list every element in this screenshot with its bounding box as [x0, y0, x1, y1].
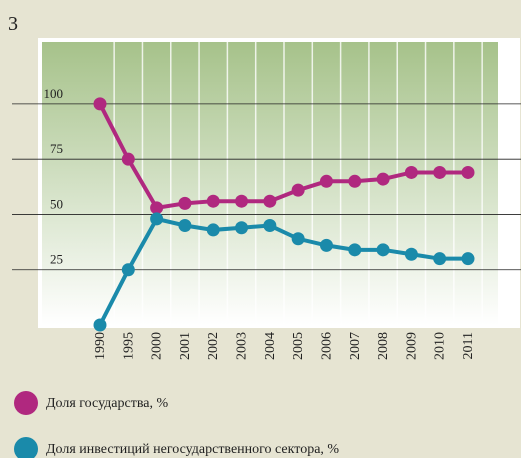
legend-swatch — [14, 391, 38, 415]
x-tick-label: 2007 — [348, 332, 363, 360]
data-point — [461, 252, 475, 266]
legend-label: Доля государства, % — [46, 396, 168, 411]
data-point — [291, 232, 305, 246]
data-point — [404, 247, 418, 261]
data-point — [235, 194, 249, 208]
data-point — [150, 212, 164, 226]
data-point — [206, 223, 220, 237]
x-tick-label: 2011 — [461, 332, 476, 359]
data-point — [348, 243, 362, 257]
x-tick-label: 2004 — [263, 332, 278, 360]
plot-area — [42, 42, 498, 325]
x-tick-label: 2001 — [178, 332, 193, 360]
data-point — [461, 165, 475, 179]
x-tick-label: 2002 — [206, 332, 221, 360]
x-tick-label: 2005 — [291, 332, 306, 360]
data-point — [121, 263, 135, 277]
y-tick-label: 50 — [50, 196, 63, 211]
data-point — [263, 194, 277, 208]
data-point — [433, 165, 447, 179]
x-tick-label: 1990 — [93, 332, 108, 360]
x-tick-label: 2009 — [404, 332, 419, 360]
data-point — [235, 221, 249, 235]
data-point — [178, 219, 192, 233]
legend-label: Доля инвестиций негосударственного секто… — [46, 442, 339, 457]
data-point — [263, 219, 277, 233]
x-tick-label: 2000 — [150, 332, 165, 360]
data-point — [178, 196, 192, 210]
x-tick-label: 1995 — [121, 332, 136, 360]
y-tick-label: 75 — [50, 141, 63, 156]
data-point — [319, 238, 333, 252]
data-point — [93, 97, 107, 111]
x-tick-label: 2008 — [376, 332, 391, 360]
legend-swatch — [14, 437, 38, 458]
x-tick-label: 2010 — [433, 332, 448, 360]
y-tick-label: 25 — [50, 252, 63, 267]
data-point — [121, 152, 135, 166]
x-tick-label: 2003 — [235, 332, 250, 360]
y-tick-label: 100 — [44, 86, 64, 101]
data-point — [376, 243, 390, 257]
data-point — [376, 172, 390, 186]
data-point — [404, 165, 418, 179]
x-tick-label: 2006 — [319, 332, 334, 360]
data-point — [206, 194, 220, 208]
data-point — [93, 318, 107, 332]
data-point — [150, 201, 164, 215]
data-point — [319, 174, 333, 188]
data-point — [433, 252, 447, 266]
chart-title: 3 — [8, 13, 18, 35]
data-point — [348, 174, 362, 188]
data-point — [291, 183, 305, 197]
